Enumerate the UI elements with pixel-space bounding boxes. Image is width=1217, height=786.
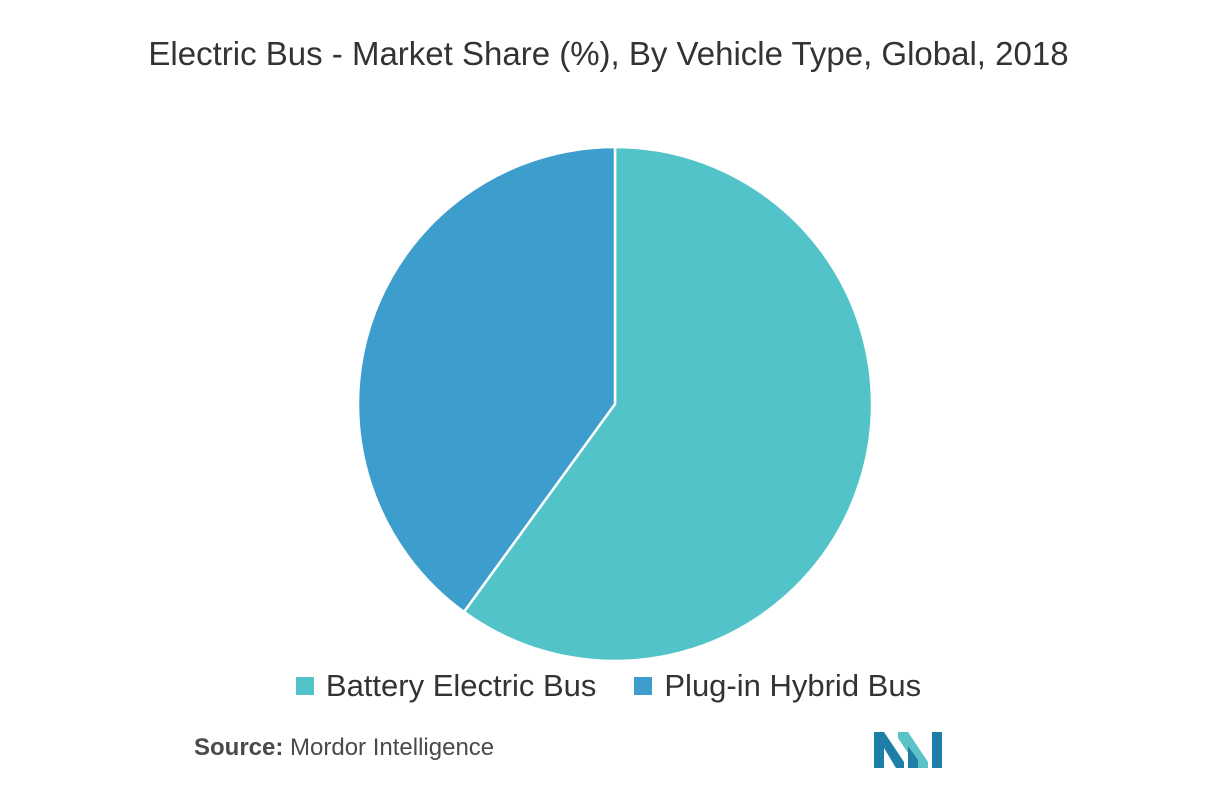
legend-label-plug-in-hybrid-bus: Plug-in Hybrid Bus [664, 668, 922, 703]
pie-slices [356, 145, 874, 663]
chart-title: Electric Bus - Market Share (%), By Vehi… [148, 35, 1069, 72]
legend-swatch-plug-in-hybrid-bus [634, 677, 653, 695]
logo-shape-right [932, 732, 942, 768]
legend-item-battery-electric-bus[interactable]: Battery Electric Bus [295, 668, 597, 704]
legend-label-battery-electric-bus: Battery Electric Bus [325, 668, 597, 703]
source-label: Source: [194, 734, 284, 761]
legend-swatch-battery-electric-bus [295, 677, 314, 695]
logo-shape-accent [908, 746, 918, 768]
logo-shape-left [874, 732, 904, 768]
source-note: Source: Mordor Intelligence [194, 734, 494, 762]
chart-legend: Battery Electric Bus Plug-in Hybrid Bus [0, 668, 1217, 704]
pie-slice-battery-electric-bus[interactable] [462, 145, 874, 663]
source-text: Mordor Intelligence [290, 734, 495, 761]
logo-shape-middle [898, 732, 928, 768]
pie-slice-plug-in-hybrid-bus[interactable] [356, 145, 617, 614]
mordor-intelligence-logo [874, 732, 942, 768]
legend-item-plug-in-hybrid-bus[interactable]: Plug-in Hybrid Bus [634, 668, 921, 704]
